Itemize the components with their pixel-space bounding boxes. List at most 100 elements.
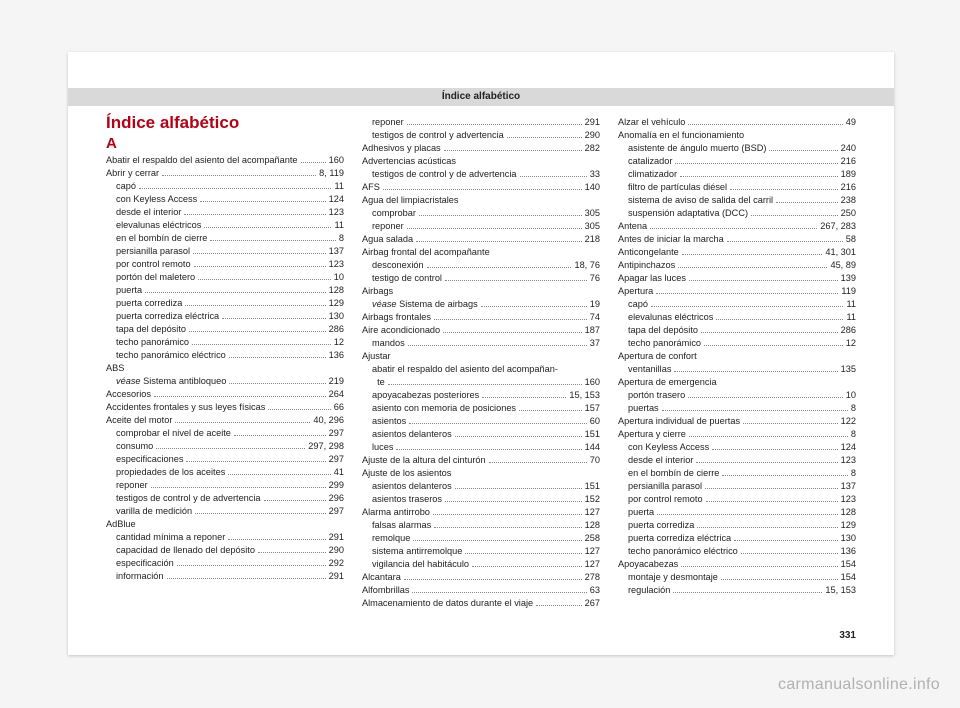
entry-page: 10 xyxy=(846,389,856,402)
leader-dots xyxy=(229,383,325,384)
column-2: reponer291testigos de control y adverten… xyxy=(362,116,600,610)
leader-dots xyxy=(427,267,572,268)
leader-dots xyxy=(651,306,844,307)
entry-page: 40, 296 xyxy=(313,414,344,427)
entry-page: 70 xyxy=(590,454,600,467)
entry-label: Anticongelante xyxy=(618,246,679,259)
entry-page: 154 xyxy=(841,571,856,584)
entry-label: persianilla parasol xyxy=(628,480,702,493)
index-entry: Apoyacabezas 154 xyxy=(618,558,856,571)
page-header: Índice alfabético xyxy=(68,88,894,106)
index-entry: suspensión adaptativa (DCC)250 xyxy=(618,207,856,220)
leader-dots xyxy=(154,396,326,397)
col2-entries: reponer291testigos de control y adverten… xyxy=(362,116,600,610)
entry-label: Apertura individual de puertas xyxy=(618,415,740,428)
entry-page: 8 xyxy=(851,467,856,480)
entry-page: 128 xyxy=(585,519,600,532)
entry-page: 160 xyxy=(329,154,344,167)
index-entry: portón del maletero10 xyxy=(106,271,344,284)
index-entry: Agua del limpiacristales xyxy=(362,194,600,207)
leader-dots xyxy=(264,500,326,501)
entry-label: Adhesivos y placas xyxy=(362,142,441,155)
index-entry: Abatir el respaldo del asiento del acomp… xyxy=(106,154,344,167)
entry-label: puerta corrediza xyxy=(628,519,694,532)
entry-page: 297 xyxy=(329,427,344,440)
entry-page: 66 xyxy=(334,401,344,414)
page-number: 331 xyxy=(839,630,856,641)
leader-dots xyxy=(722,475,847,476)
entry-label: Airbags xyxy=(362,285,393,298)
leader-dots xyxy=(689,280,838,281)
index-entry: información291 xyxy=(106,570,344,583)
index-entry: en el bombín de cierre8 xyxy=(618,467,856,480)
entry-label: puerta xyxy=(628,506,654,519)
entry-page: 154 xyxy=(841,558,856,571)
entry-label: especificación xyxy=(116,557,174,570)
leader-dots xyxy=(185,305,325,306)
entry-label: Advertencias acústicas xyxy=(362,155,456,168)
index-entry: luces144 xyxy=(362,441,600,454)
index-entry: puerta corrediza129 xyxy=(106,297,344,310)
col1-entries: Abatir el respaldo del asiento del acomp… xyxy=(106,154,344,583)
index-entry: asientos delanteros151 xyxy=(362,428,600,441)
entry-label: Ajuste de los asientos xyxy=(362,467,451,480)
leader-dots xyxy=(210,240,335,241)
entry-label: reponer xyxy=(372,220,404,233)
index-entry: persianilla parasol 137 xyxy=(618,480,856,493)
leader-dots xyxy=(434,527,581,528)
leader-dots xyxy=(675,163,837,164)
index-entry: Abrir y cerrar8, 119 xyxy=(106,167,344,180)
leader-dots xyxy=(481,306,587,307)
entry-page: 135 xyxy=(841,363,856,376)
index-title: Índice alfabético xyxy=(106,116,344,129)
entry-page: 37 xyxy=(590,337,600,350)
index-entry: puerta corrediza eléctrica130 xyxy=(618,532,856,545)
index-entry: Apertura119 xyxy=(618,285,856,298)
entry-page: 58 xyxy=(846,233,856,246)
index-entry: catalizador216 xyxy=(618,155,856,168)
index-entry: puerta corrediza eléctrica130 xyxy=(106,310,344,323)
entry-page: 297, 298 xyxy=(308,440,344,453)
entry-label: Apoyacabezas xyxy=(618,558,678,571)
index-entry: Airbags frontales74 xyxy=(362,311,600,324)
entry-label: elevalunas eléctricos xyxy=(628,311,713,324)
entry-page: 296 xyxy=(329,492,344,505)
leader-dots xyxy=(688,397,843,398)
entry-page: 152 xyxy=(585,493,600,506)
entry-page: 137 xyxy=(841,480,856,493)
entry-label: asientos traseros xyxy=(372,493,442,506)
entry-page: 76 xyxy=(590,272,600,285)
leader-dots xyxy=(189,331,326,332)
entry-label: consumo xyxy=(116,440,153,453)
index-entry: desconexión18, 76 xyxy=(362,259,600,272)
index-entry: apoyacabezas posteriores15, 153 xyxy=(362,389,600,402)
entry-page: 267, 283 xyxy=(820,220,856,233)
entry-page: 139 xyxy=(841,272,856,285)
entry-page: 240 xyxy=(841,142,856,155)
index-entry: puertas8 xyxy=(618,402,856,415)
entry-page: 299 xyxy=(329,479,344,492)
index-entry: desde el interior123 xyxy=(106,206,344,219)
leader-dots xyxy=(184,214,325,215)
entry-label: asientos delanteros xyxy=(372,480,452,493)
index-entry: en el bombín de cierre8 xyxy=(106,232,344,245)
index-entry: capacidad de llenado del depósito290 xyxy=(106,544,344,557)
entry-page: 258 xyxy=(585,532,600,545)
entry-page: 124 xyxy=(841,441,856,454)
entry-page: 74 xyxy=(590,311,600,324)
leader-dots xyxy=(650,228,817,229)
index-entry: capó11 xyxy=(618,298,856,311)
index-entry: puerta corrediza129 xyxy=(618,519,856,532)
entry-page: 305 xyxy=(585,207,600,220)
entry-label: climatizador xyxy=(628,168,677,181)
entry-page: 297 xyxy=(329,505,344,518)
index-entry: asistente de ángulo muerto (BSD)240 xyxy=(618,142,856,155)
leader-dots xyxy=(204,227,331,228)
entry-label: portón del maletero xyxy=(116,271,195,284)
entry-page: 123 xyxy=(841,454,856,467)
entry-page: 41 xyxy=(334,466,344,479)
entry-label: asientos xyxy=(372,415,406,428)
entry-label: capó xyxy=(628,298,648,311)
entry-label: techo panorámico eléctrico xyxy=(116,349,226,362)
entry-page: 8 xyxy=(339,232,344,245)
